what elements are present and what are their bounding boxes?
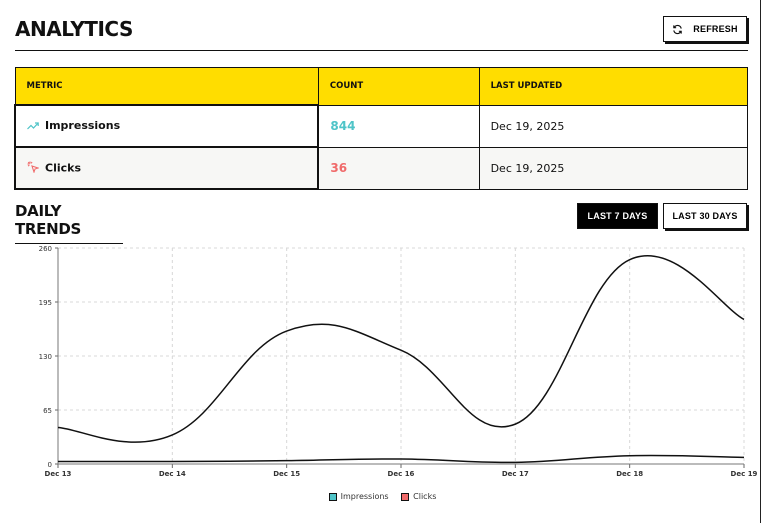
series-line-impressions xyxy=(57,255,745,443)
refresh-button[interactable]: REFRESH xyxy=(663,16,747,42)
svg-text:130: 130 xyxy=(39,353,52,361)
page-title: ANALYTICS xyxy=(15,17,133,41)
range-7-days-button[interactable]: LAST 7 DAYS xyxy=(577,203,658,229)
svg-text:Dec 18: Dec 18 xyxy=(616,470,643,478)
page-header: ANALYTICS xyxy=(15,14,748,51)
refresh-icon xyxy=(672,24,683,35)
svg-text:0: 0 xyxy=(48,461,52,469)
table-row: Impressions 844 Dec 19, 2025 xyxy=(13,104,749,148)
daily-trends-title: DAILY TRENDS xyxy=(15,202,123,244)
count-cell: 36 xyxy=(317,146,480,190)
table-header-row: METRIC COUNT LAST UPDATED xyxy=(14,67,749,106)
svg-text:Dec 19: Dec 19 xyxy=(731,470,758,478)
count-cell: 844 xyxy=(317,104,480,148)
svg-text:260: 260 xyxy=(39,245,52,253)
count-value: 844 xyxy=(330,119,356,133)
svg-text:65: 65 xyxy=(43,407,52,415)
click-pointer-icon xyxy=(27,161,40,176)
refresh-label: REFRESH xyxy=(693,24,738,34)
last-updated-cell: Dec 19, 2025 xyxy=(478,146,749,190)
svg-text:Dec 17: Dec 17 xyxy=(502,470,529,478)
last-updated-cell: Dec 19, 2025 xyxy=(478,104,749,148)
legend-swatch-icon xyxy=(401,492,410,501)
legend-item-impressions[interactable]: Impressions xyxy=(328,492,389,501)
legend-swatch-icon xyxy=(328,492,337,501)
svg-text:Dec 16: Dec 16 xyxy=(388,470,415,478)
metric-name: Impressions xyxy=(45,119,121,133)
daily-trends-chart: 0 65 130 195 260 Dec 13 Dec 14 Dec 15 Dec 16 Dec … xyxy=(0,238,760,518)
metric-name: Clicks xyxy=(45,161,81,174)
scrollbar-edge xyxy=(760,0,761,523)
svg-text:Dec 13: Dec 13 xyxy=(45,470,72,478)
metrics-table: METRIC COUNT LAST UPDATED Impressions 84… xyxy=(13,67,749,190)
line-chart: 0 65 130 195 260 Dec 13 Dec 14 Dec 15 Dec 16 Dec … xyxy=(39,245,758,478)
column-header-count: COUNT xyxy=(317,67,480,106)
metric-cell: Clicks xyxy=(13,146,320,190)
column-header-metric: METRIC xyxy=(14,67,319,106)
range-30-days-button[interactable]: LAST 30 DAYS xyxy=(663,203,747,229)
svg-text:195: 195 xyxy=(39,299,52,307)
column-header-last-updated: LAST UPDATED xyxy=(478,67,749,106)
table-row: Clicks 36 Dec 19, 2025 xyxy=(13,146,749,190)
series-line-clicks xyxy=(57,454,745,464)
trending-up-icon xyxy=(27,120,39,133)
chart-legend: Impressions Clicks xyxy=(0,492,765,503)
svg-text:Dec 15: Dec 15 xyxy=(273,470,300,478)
count-value: 36 xyxy=(330,161,348,175)
legend-item-clicks[interactable]: Clicks xyxy=(401,492,436,501)
metric-cell: Impressions xyxy=(13,104,320,148)
svg-text:Dec 14: Dec 14 xyxy=(159,470,186,478)
